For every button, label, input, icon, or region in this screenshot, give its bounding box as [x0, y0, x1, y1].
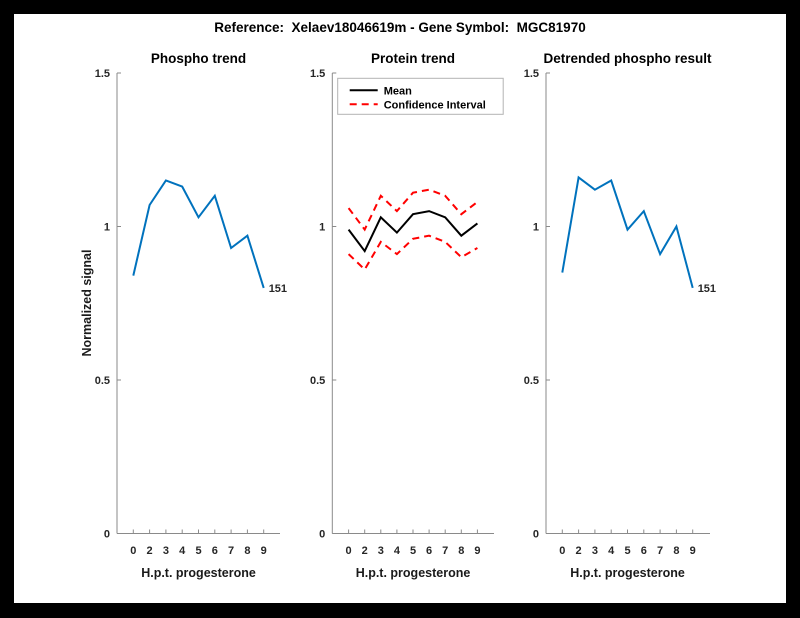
subplot-title: Protein trend — [371, 51, 455, 66]
y-tick-label: 0.5 — [95, 375, 110, 387]
legend-confidence-interval-label: Confidence Interval — [384, 99, 486, 111]
x-tick-label: 0 — [346, 545, 352, 557]
series-end-label: 151 — [269, 283, 287, 295]
subplot-title: Detrended phospho result — [543, 51, 712, 66]
subplot-title: Phospho trend — [151, 51, 246, 66]
x-tick-label: 9 — [261, 545, 267, 557]
x-tick-label: 9 — [690, 545, 696, 557]
x-tick-label: 0 — [559, 545, 565, 557]
x-tick-label: 6 — [641, 545, 647, 557]
phospho-signal-line — [132, 179, 265, 289]
y-tick-label: 0 — [319, 529, 325, 541]
y-tick-label: 0.5 — [524, 375, 539, 387]
x-tick-label: 7 — [228, 545, 234, 557]
confidence-interval-upper-line — [347, 188, 479, 232]
x-tick-label: 8 — [244, 545, 250, 557]
y-tick-label: 1 — [104, 222, 110, 234]
series-end-label: 151 — [698, 283, 716, 295]
y-tick-label: 1.5 — [95, 68, 110, 80]
y-axis-label: Normalized signal — [80, 250, 94, 357]
x-tick-label: 7 — [442, 545, 448, 557]
x-tick-label: 4 — [394, 545, 401, 557]
y-tick-label: 1 — [533, 222, 539, 234]
x-tick-label: 4 — [179, 545, 186, 557]
mean-line — [347, 210, 479, 254]
x-tick-label: 5 — [410, 545, 416, 557]
x-tick-label: 7 — [657, 545, 663, 557]
x-tick-label: 8 — [673, 545, 679, 557]
x-tick-label: 0 — [130, 545, 136, 557]
x-tick-label: 6 — [212, 545, 218, 557]
figure-window: Reference: Xelaev18046619m - Gene Symbol… — [14, 14, 786, 603]
x-tick-label: 4 — [608, 545, 615, 557]
y-tick-label: 0 — [104, 529, 110, 541]
x-tick-label: 2 — [576, 545, 582, 557]
x-tick-label: 9 — [474, 545, 480, 557]
y-tick-label: 1.5 — [524, 68, 539, 80]
legend-mean-label: Mean — [384, 85, 412, 97]
x-tick-label: 5 — [195, 545, 201, 557]
y-tick-label: 0.5 — [310, 375, 325, 387]
x-tick-label: 5 — [624, 545, 630, 557]
y-tick-label: 0 — [533, 529, 539, 541]
detrended-phospho-signal-line — [561, 175, 694, 289]
y-tick-label: 1 — [319, 222, 325, 234]
x-tick-label: 2 — [147, 545, 153, 557]
x-axis-label: H.p.t. progesterone — [570, 566, 685, 580]
x-tick-label: 3 — [592, 545, 598, 557]
legend: Mean Confidence Interval — [337, 77, 504, 115]
x-tick-label: 3 — [378, 545, 384, 557]
confidence-interval-lower-line — [347, 234, 478, 272]
x-axis-label: H.p.t. progesterone — [141, 566, 256, 580]
figure-title: Reference: Xelaev18046619m - Gene Symbol… — [214, 20, 586, 35]
legend-box — [337, 77, 504, 115]
y-tick-label: 1.5 — [310, 68, 325, 80]
x-tick-label: 8 — [458, 545, 464, 557]
x-tick-label: 6 — [426, 545, 432, 557]
x-tick-label: 3 — [163, 545, 169, 557]
x-axis-label: H.p.t. progesterone — [356, 566, 471, 580]
x-tick-label: 2 — [362, 545, 368, 557]
